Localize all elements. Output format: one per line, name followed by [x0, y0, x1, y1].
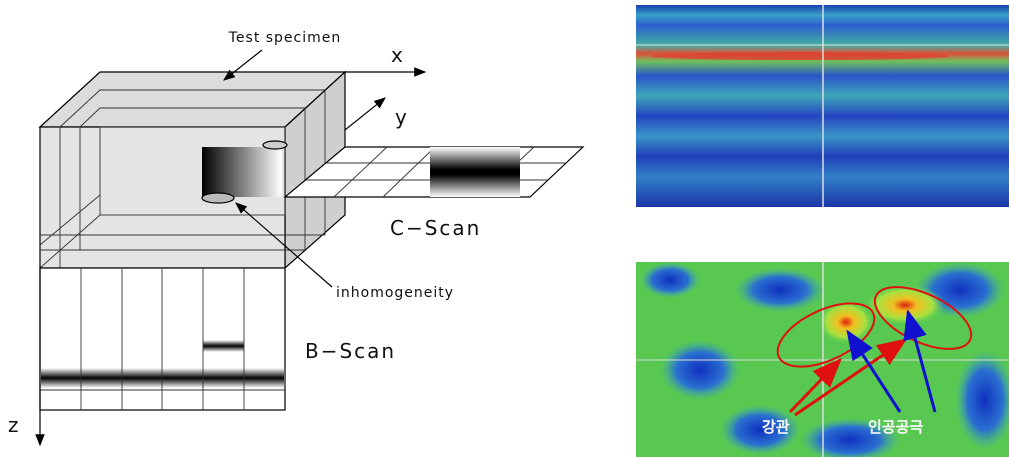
defect-end — [202, 193, 234, 203]
b-scan-panel — [40, 268, 285, 410]
label: y — [395, 105, 409, 129]
label: x — [391, 43, 405, 67]
defect — [202, 147, 282, 197]
c-scan-defect — [430, 147, 520, 197]
b-scan-band — [41, 368, 284, 388]
label: 인공공극 — [868, 418, 923, 436]
y-axis — [345, 98, 385, 130]
label: inhomogeneity — [336, 285, 454, 301]
specimen-diagram — [40, 50, 583, 445]
b-scan-defect — [203, 340, 244, 352]
figure: Test specimen x y z C−Scan inhomogeneity… — [0, 0, 1009, 457]
label: z — [8, 413, 21, 437]
label: Test specimen — [228, 30, 342, 46]
top-scan-image — [636, 5, 1009, 207]
label: C−Scan — [390, 216, 481, 240]
defect-end — [263, 141, 287, 149]
bottom-scan-image — [636, 262, 1009, 457]
label: B−Scan — [305, 339, 396, 363]
label: 강관 — [762, 418, 790, 436]
